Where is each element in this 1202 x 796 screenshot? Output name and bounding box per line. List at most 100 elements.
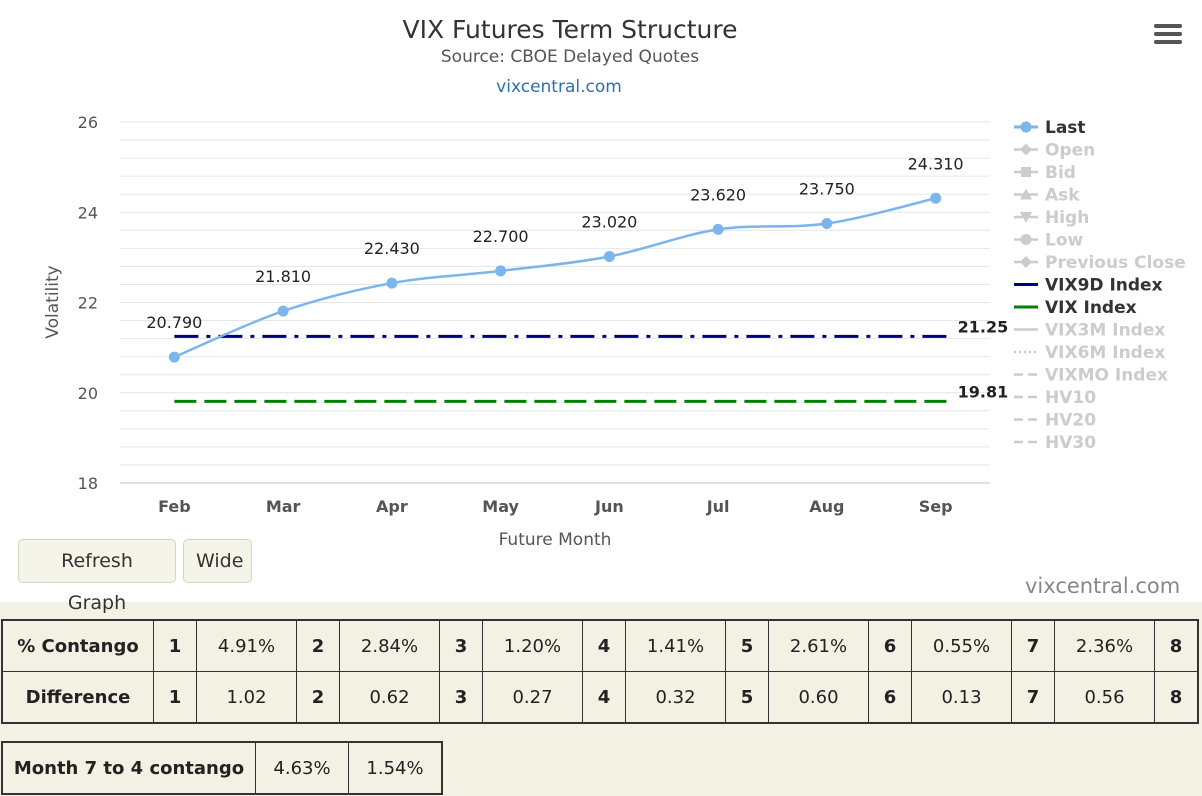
- month-index: 5: [725, 671, 769, 724]
- month-index: 4: [582, 671, 626, 724]
- legend-label: VIX6M Index: [1045, 343, 1165, 363]
- legend-label: VIXMO Index: [1045, 366, 1168, 386]
- month-index: 7: [1011, 671, 1055, 724]
- month-value: 4.91%: [196, 619, 297, 672]
- y-tick-label: 26: [78, 113, 98, 132]
- credit-link[interactable]: vixcentral.com: [496, 77, 622, 97]
- last-data-point: [930, 192, 942, 204]
- last-data-label: 23.620: [690, 185, 746, 204]
- month-value: 2.36%: [1054, 619, 1155, 672]
- legend-marker: [1021, 167, 1031, 177]
- last-data-label: 22.430: [364, 239, 420, 258]
- legend-marker: [1020, 212, 1032, 223]
- last-data-point: [386, 277, 398, 289]
- legend-marker: [1020, 121, 1032, 133]
- month-value: 0.32: [625, 671, 726, 724]
- y-tick-label: 20: [78, 384, 98, 403]
- month-contango-value-1: 4.63%: [255, 741, 349, 795]
- legend-label: Last: [1045, 118, 1086, 138]
- legend-item[interactable]: Bid: [1014, 163, 1076, 183]
- month-value: 1.41%: [625, 619, 726, 672]
- month-contango-table: Month 7 to 4 contango 4.63% 1.54%: [1, 741, 443, 795]
- month-value: 0.62: [339, 671, 440, 724]
- legend-label: Ask: [1045, 186, 1080, 206]
- month-value: 2.84%: [339, 619, 440, 672]
- legend-marker: [1020, 256, 1032, 268]
- legend-label: HV30: [1045, 433, 1096, 453]
- month-index: 1: [153, 671, 197, 724]
- month-value: 1.20%: [482, 619, 583, 672]
- y-tick-label: 18: [78, 474, 98, 493]
- chart-panel: 18 20 22 24 26 Feb Mar Apr May Jun Jul Aug Sep Future…: [0, 0, 1202, 614]
- x-tick-label: Mar: [266, 497, 301, 516]
- refresh-graph-button[interactable]: Refresh Graph: [18, 539, 176, 614]
- legend-item[interactable]: Open: [1014, 141, 1095, 161]
- hamburger-menu-icon[interactable]: [1154, 24, 1182, 46]
- month-index: 1: [153, 619, 197, 672]
- month-index: 5: [725, 619, 769, 672]
- last-data-label: 24.310: [908, 154, 964, 173]
- legend-item[interactable]: Low: [1014, 231, 1084, 251]
- legend-label: HV10: [1045, 388, 1096, 408]
- watermark: vixcentral.com: [1025, 574, 1181, 598]
- legend-item[interactable]: HV30: [1014, 433, 1096, 453]
- last-data-point: [712, 223, 724, 235]
- month-value: 0.55%: [911, 619, 1012, 672]
- legend-label: HV20: [1045, 411, 1096, 431]
- row-header: % Contango: [1, 619, 154, 672]
- legend-item[interactable]: VIX9D Index: [1014, 276, 1163, 296]
- last-data-point: [495, 265, 507, 277]
- month-index: 2: [296, 671, 340, 724]
- x-tick-label: Apr: [376, 497, 408, 516]
- legend-item[interactable]: Last: [1014, 118, 1086, 138]
- month-index: 4: [582, 619, 626, 672]
- month-value: 0.60: [768, 671, 869, 724]
- legend-item[interactable]: High: [1014, 208, 1089, 228]
- month-index: 2: [296, 619, 340, 672]
- legend-item[interactable]: Ask: [1014, 186, 1080, 206]
- legend-label: Low: [1045, 231, 1084, 251]
- last-data-label: 21.810: [255, 267, 311, 286]
- legend-label: VIX Index: [1045, 298, 1137, 318]
- x-tick-label: Jul: [706, 497, 730, 516]
- vix-term-structure-chart: 18 20 22 24 26 Feb Mar Apr May Jun Jul Aug Sep Future…: [43, 15, 1186, 550]
- legend-marker: [1020, 143, 1032, 156]
- legend-label: VIX9D Index: [1045, 276, 1163, 296]
- month-index: 8: [1154, 671, 1199, 724]
- y-axis-title: Volatility: [43, 265, 63, 338]
- last-data-label: 22.700: [473, 227, 529, 246]
- month-value: 0.56: [1054, 671, 1155, 724]
- legend-item[interactable]: VIX Index: [1014, 298, 1137, 318]
- month-index: 8: [1154, 619, 1199, 672]
- last-data-point: [168, 351, 180, 363]
- month-contango-label: Month 7 to 4 contango: [1, 741, 256, 795]
- legend-label: Open: [1045, 141, 1095, 161]
- legend-item[interactable]: Previous Close: [1014, 253, 1186, 273]
- legend-label: High: [1045, 208, 1089, 228]
- table-row: Difference 1 1.02 2 0.62 3 0.27 4 0.32 5 0.60 6 0.13…: [1, 671, 1199, 724]
- legend-label: Bid: [1045, 163, 1076, 183]
- last-series-line: [173, 197, 936, 359]
- month-value: 0.27: [482, 671, 583, 724]
- legend-item[interactable]: VIX3M Index: [1014, 321, 1165, 341]
- legend-item[interactable]: VIXMO Index: [1014, 366, 1168, 386]
- legend-item[interactable]: HV20: [1014, 411, 1096, 431]
- legend-item[interactable]: VIX6M Index: [1014, 343, 1165, 363]
- month-value: 0.13: [911, 671, 1012, 724]
- table-row: Month 7 to 4 contango 4.63% 1.54%: [1, 741, 443, 795]
- legend-label: VIX3M Index: [1045, 321, 1165, 341]
- legend-item[interactable]: HV10: [1014, 388, 1096, 408]
- last-data-point: [821, 218, 833, 230]
- x-axis-title: Future Month: [499, 530, 612, 550]
- month-value: 2.61%: [768, 619, 869, 672]
- legend-marker: [1020, 188, 1032, 200]
- month-index: 3: [439, 671, 483, 724]
- month-index: 7: [1011, 619, 1055, 672]
- wide-button[interactable]: Wide: [183, 539, 252, 583]
- month-contango-value-2: 1.54%: [348, 741, 443, 795]
- legend-label: Previous Close: [1045, 253, 1186, 273]
- chart-title: VIX Futures Term Structure: [403, 15, 738, 44]
- last-data-label: 20.790: [146, 313, 202, 332]
- x-tick-label: Jun: [594, 497, 624, 516]
- y-tick-label: 22: [78, 294, 98, 313]
